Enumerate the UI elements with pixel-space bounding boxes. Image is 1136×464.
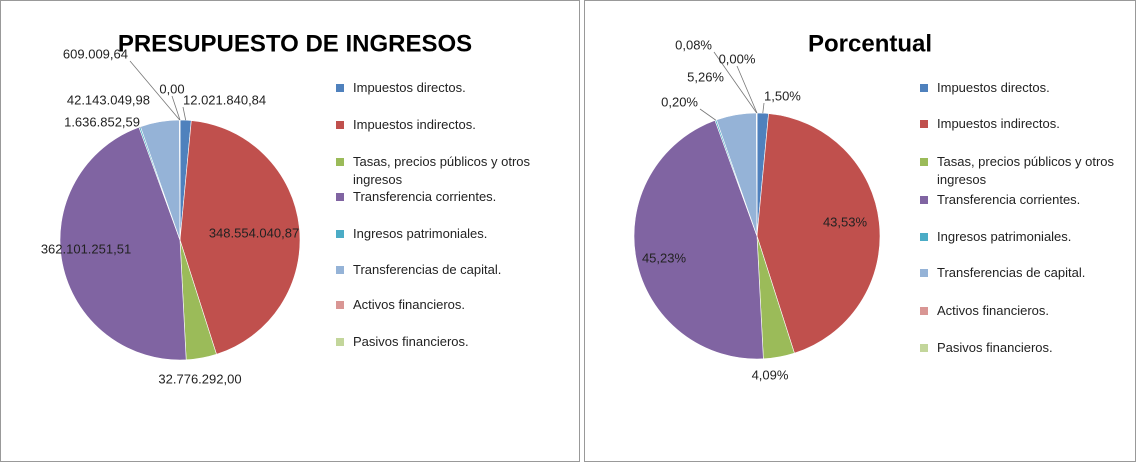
leader-line bbox=[736, 65, 758, 114]
legend-swatch bbox=[920, 84, 928, 92]
legend-swatch bbox=[920, 269, 928, 277]
legend-swatch bbox=[336, 266, 344, 274]
legend-swatch bbox=[336, 338, 344, 346]
data-label: 0,00% bbox=[719, 51, 756, 66]
legend-swatch bbox=[920, 307, 928, 315]
leader-line bbox=[171, 95, 181, 121]
legend-label: Ingresos patrimoniales. bbox=[353, 226, 488, 241]
legend-label: Ingresos patrimoniales. bbox=[937, 229, 1072, 244]
legend-label: Activos financieros. bbox=[353, 297, 465, 312]
legend-swatch bbox=[920, 196, 928, 204]
data-label: 0,00 bbox=[159, 81, 184, 96]
pie-slice bbox=[179, 120, 301, 355]
legend-label: Pasivos financieros. bbox=[353, 334, 469, 349]
chart-title: Porcentual bbox=[808, 30, 932, 57]
data-label: 1.636.852,59 bbox=[64, 114, 140, 129]
legend-swatch bbox=[336, 301, 344, 309]
legend-swatch bbox=[336, 84, 344, 92]
legend-swatch bbox=[336, 230, 344, 238]
data-label: 1,50% bbox=[764, 88, 801, 103]
data-label: 0,08% bbox=[675, 37, 712, 52]
data-label: 362.101.251,51 bbox=[41, 241, 131, 256]
legend-label: Tasas, precios públicos y otros ingresos bbox=[353, 154, 531, 187]
legend-swatch bbox=[920, 158, 928, 166]
data-label: 348.554.040,87 bbox=[209, 225, 299, 240]
data-label: 5,26% bbox=[687, 69, 724, 84]
leader-line bbox=[762, 102, 765, 114]
chart-title: PRESUPUESTO DE INGRESOS bbox=[118, 30, 472, 57]
leader-line bbox=[713, 51, 758, 114]
legend-label: Pasivos financieros. bbox=[937, 340, 1053, 355]
pie-slice bbox=[756, 113, 881, 354]
data-label: 45,23% bbox=[642, 250, 687, 265]
legend-label: Transferencias de capital. bbox=[937, 265, 1086, 280]
legend-label: Impuestos indirectos. bbox=[937, 116, 1060, 131]
chart-panel bbox=[0, 0, 580, 462]
legend-label: Impuestos directos. bbox=[353, 80, 466, 95]
leader-line bbox=[129, 60, 181, 121]
leader-line bbox=[699, 108, 716, 121]
pie-slice bbox=[633, 120, 764, 360]
legend-label: Transferencias de capital. bbox=[353, 262, 502, 277]
data-label: 4,09% bbox=[752, 367, 789, 382]
legend-label: Transferencia corrientes. bbox=[937, 192, 1081, 207]
data-label: 609.009,64 bbox=[63, 46, 128, 61]
legend-label: Impuestos directos. bbox=[937, 80, 1050, 95]
legend-swatch bbox=[920, 233, 928, 241]
legend-swatch bbox=[920, 120, 928, 128]
data-label: 12.021.840,84 bbox=[183, 92, 266, 107]
legend-label: Activos financieros. bbox=[937, 303, 1049, 318]
data-label: 43,53% bbox=[823, 214, 868, 229]
data-label: 32.776.292,00 bbox=[158, 371, 241, 386]
legend-label: Transferencia corrientes. bbox=[353, 189, 497, 204]
legend-swatch bbox=[336, 121, 344, 129]
leader-line bbox=[182, 106, 187, 121]
legend-swatch bbox=[920, 344, 928, 352]
legend-label: Tasas, precios públicos y otros ingresos bbox=[937, 154, 1115, 187]
legend-label: Impuestos indirectos. bbox=[353, 117, 476, 132]
data-label: 0,20% bbox=[661, 94, 698, 109]
legend-swatch bbox=[336, 193, 344, 201]
data-label: 42.143.049,98 bbox=[67, 92, 150, 107]
legend-swatch bbox=[336, 158, 344, 166]
pie-slice bbox=[59, 126, 187, 361]
